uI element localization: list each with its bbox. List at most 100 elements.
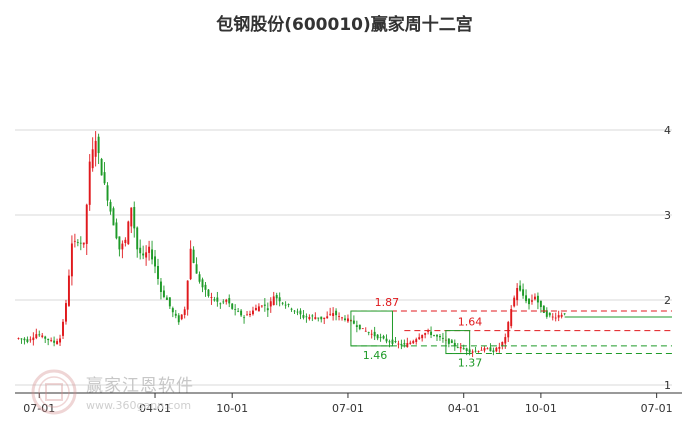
candle-body <box>234 309 237 310</box>
candle-body <box>266 308 269 311</box>
range-box <box>445 330 471 355</box>
candle-body <box>430 331 433 336</box>
candle-body <box>332 313 335 316</box>
candle-body <box>118 236 121 250</box>
candle-body <box>483 348 486 351</box>
range-box <box>350 310 393 347</box>
candle-body <box>492 350 495 352</box>
candle-body <box>174 313 177 316</box>
level-label: 1.87 <box>375 296 400 309</box>
candle-body <box>436 335 438 337</box>
candle-body <box>88 161 91 205</box>
candle-body <box>165 297 168 300</box>
candle-body <box>275 294 278 299</box>
candle-body <box>192 249 195 263</box>
candle-body <box>91 149 94 169</box>
candle-body <box>249 313 251 316</box>
candle-body <box>525 295 528 302</box>
candle-body <box>254 307 257 311</box>
candle-body <box>82 242 85 245</box>
candles <box>17 131 566 358</box>
candle-body <box>388 341 391 343</box>
candle-body <box>85 204 88 244</box>
level-label: 1.46 <box>363 349 388 362</box>
watermark-brand: 赢家江恩软件 <box>86 376 194 396</box>
candle-body <box>293 310 296 312</box>
candle-body <box>403 343 406 345</box>
x-tick-label: 04-01 <box>139 402 171 415</box>
candle-body <box>17 338 20 339</box>
candle-body <box>302 315 305 318</box>
candle-body <box>341 317 343 319</box>
candle-body <box>320 316 323 320</box>
candle-body <box>148 246 151 253</box>
candle-body <box>545 310 548 317</box>
candle-body <box>465 348 468 352</box>
candle-body <box>38 334 41 336</box>
candle-body <box>168 297 171 307</box>
candle-body <box>379 336 382 338</box>
candle-body <box>216 297 219 302</box>
candle-body <box>272 296 275 306</box>
candle-body <box>453 342 456 347</box>
candle-body <box>222 301 225 303</box>
candle-body <box>97 136 100 154</box>
candle-body <box>195 264 198 274</box>
candle-body <box>213 299 216 301</box>
candle-body <box>367 332 370 334</box>
candle-body <box>136 227 139 250</box>
candle-body <box>56 341 59 345</box>
candle-body <box>121 243 124 250</box>
candle-body <box>311 315 314 317</box>
candle-body <box>329 313 332 315</box>
candle-body <box>317 317 320 319</box>
candle-body <box>284 304 287 306</box>
candle-body <box>183 309 186 315</box>
candle-body <box>314 317 317 320</box>
candle-body <box>32 337 35 341</box>
candle-body <box>480 349 483 351</box>
candle-body <box>219 303 222 305</box>
candle-body <box>251 310 254 315</box>
candle-body <box>539 300 542 308</box>
candle-body <box>352 320 355 324</box>
candle-body <box>335 310 338 316</box>
candle-body <box>510 309 513 327</box>
grid-lines <box>15 129 672 386</box>
candle-body <box>73 240 76 242</box>
candle-body <box>433 335 436 336</box>
candle-body <box>124 239 127 244</box>
candle-body <box>557 315 560 318</box>
candle-body <box>278 297 281 302</box>
x-tick-label: 04-01 <box>448 402 480 415</box>
candle-body <box>501 341 504 346</box>
candle-body <box>145 252 148 258</box>
x-tick-label: 10-01 <box>525 402 557 415</box>
x-tick-label: 07-01 <box>332 402 364 415</box>
candle-body <box>528 298 530 305</box>
candle-body <box>477 351 480 352</box>
candle-body <box>189 248 192 280</box>
candle-body <box>228 298 231 304</box>
candle-body <box>456 347 459 349</box>
candle-body <box>76 242 79 243</box>
candle-body <box>382 336 385 339</box>
candle-body <box>361 328 364 330</box>
candle-body <box>151 249 154 260</box>
candle-body <box>70 243 73 277</box>
candle-body <box>44 336 47 339</box>
watermark-logo-icon <box>31 369 77 415</box>
candle-body <box>498 346 501 349</box>
candle-body <box>281 302 284 304</box>
candle-body <box>400 343 403 346</box>
candle-body <box>308 317 311 320</box>
candle-body <box>471 351 474 353</box>
candle-body <box>139 247 142 254</box>
candle-body <box>53 340 56 343</box>
candle-body <box>513 297 516 307</box>
candle-body <box>355 325 358 327</box>
candle-body <box>20 338 23 340</box>
candle-body <box>406 343 409 348</box>
candle-body <box>536 295 539 303</box>
